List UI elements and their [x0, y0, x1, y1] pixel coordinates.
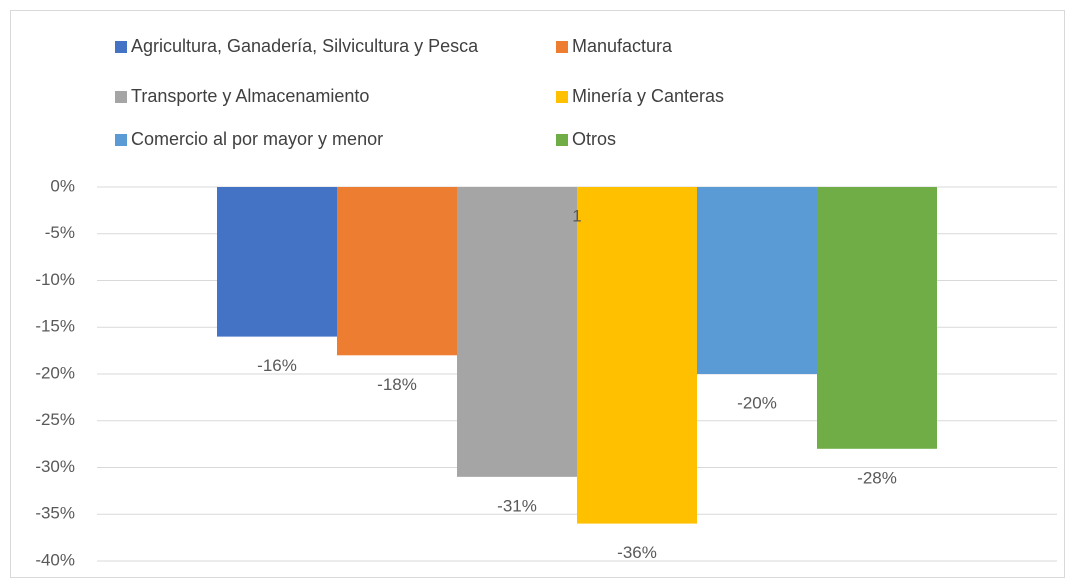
legend-label: Minería y Canteras	[572, 86, 724, 106]
legend-swatch	[556, 91, 568, 103]
bar	[337, 187, 457, 356]
legend-swatch	[556, 41, 568, 53]
legend-swatch	[115, 91, 127, 103]
data-label: -28%	[857, 468, 897, 487]
legend-swatch	[556, 134, 568, 146]
y-tick-label: -40%	[35, 550, 75, 569]
data-label: -31%	[497, 496, 537, 515]
y-tick-label: -35%	[35, 504, 75, 523]
y-tick-label: 0%	[50, 176, 75, 195]
legend-label: Agricultura, Ganadería, Silvicultura y P…	[131, 36, 479, 56]
legend-swatch	[115, 134, 127, 146]
y-tick-label: -20%	[35, 363, 75, 382]
data-label: -16%	[257, 356, 297, 375]
legend-label: Manufactura	[572, 36, 673, 56]
bar	[577, 187, 697, 524]
y-tick-label: -25%	[35, 410, 75, 429]
legend-swatch	[115, 41, 127, 53]
bar	[817, 187, 937, 449]
bar	[457, 187, 577, 477]
legend-label: Otros	[572, 129, 616, 149]
y-tick-label: -10%	[35, 270, 75, 289]
data-label: -36%	[617, 543, 657, 562]
legend-label: Comercio al por mayor y menor	[131, 129, 383, 149]
data-label: -20%	[737, 393, 777, 412]
legend-label: Transporte y Almacenamiento	[131, 86, 369, 106]
y-tick-label: -30%	[35, 457, 75, 476]
x-tick-label: 1	[572, 206, 581, 225]
data-label: -18%	[377, 375, 417, 394]
bar	[697, 187, 817, 374]
y-tick-label: -5%	[45, 223, 75, 242]
y-tick-label: -15%	[35, 317, 75, 336]
bar	[217, 187, 337, 337]
